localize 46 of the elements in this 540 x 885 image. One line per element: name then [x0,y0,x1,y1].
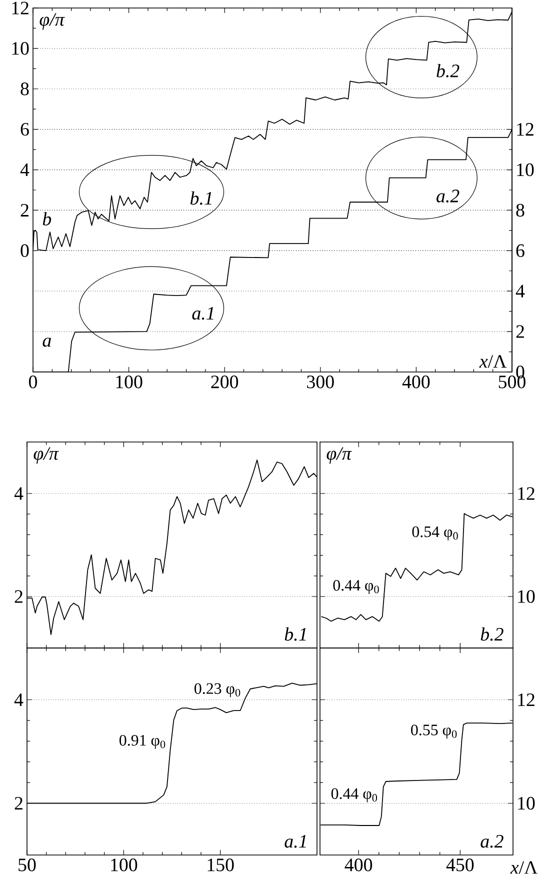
annotation: b.1 [284,627,306,641]
annotation: a.1 [284,835,306,848]
y-axis-title: φ/π [326,447,352,464]
annotation: a.2 [480,834,504,848]
x-tick-label: 400 [402,376,430,388]
y-tick-label: 4 [14,487,24,500]
y-tick-label: 2 [14,590,22,603]
x-axis-title: x/Λ [510,861,538,874]
y-tick-label: 4 [14,694,24,706]
y-tick-label: 4 [20,164,30,176]
x-tick-label: 100 [116,376,142,388]
annotation: b.2 [480,627,504,641]
x-tick-label: 50 [18,858,36,872]
x-tick-label: 100 [111,858,138,872]
y-tick-label: 2 [14,796,22,810]
legend-label: b [42,212,52,226]
x-axis-title: x/Λ [479,355,507,368]
y-tick-label: 12 [518,487,534,500]
annotation: b.1 [190,191,212,205]
annotation: a.1 [192,306,214,320]
annotation: a.2 [436,190,460,202]
y-tick-label: 10 [12,42,29,55]
x-tick-label: 0 [28,376,37,388]
series-label: a [42,338,51,347]
x-tick-label: 400 [344,858,372,872]
annotation: b.2 [436,64,460,78]
annotation: 0.44 φ$_{0}$ [331,788,378,802]
y-axis-title: φ/π [34,447,59,464]
y-tick-label: 10 [518,796,535,810]
y-tick-label: 0 [20,244,29,258]
annotation: 0.44 φ$_{0}$ [333,580,379,594]
y-tick-label: 6 [20,122,29,136]
annotation: 0.91 φ$_{0}$ [120,734,166,749]
annotation: 0.55 φ$_{0}$ [411,724,457,739]
y-tick-label: 10 [518,590,535,603]
x-tick-label: 200 [211,376,238,388]
x-tick-label: 300 [307,376,334,388]
y-axis-title: φ/π [40,13,65,30]
annotation: 0.54 φ$_{0}$ [412,526,458,540]
y-tick-label: 2 [20,204,28,216]
y-tick-label: 12 [518,693,534,706]
x-tick-label: 150 [208,858,234,872]
annotation: 0.23 φ$_{0}$ [194,683,240,698]
y-tick-label: 12 [12,2,28,14]
y-tick-label: 8 [20,82,29,96]
x-tick-label: 450 [446,858,474,872]
